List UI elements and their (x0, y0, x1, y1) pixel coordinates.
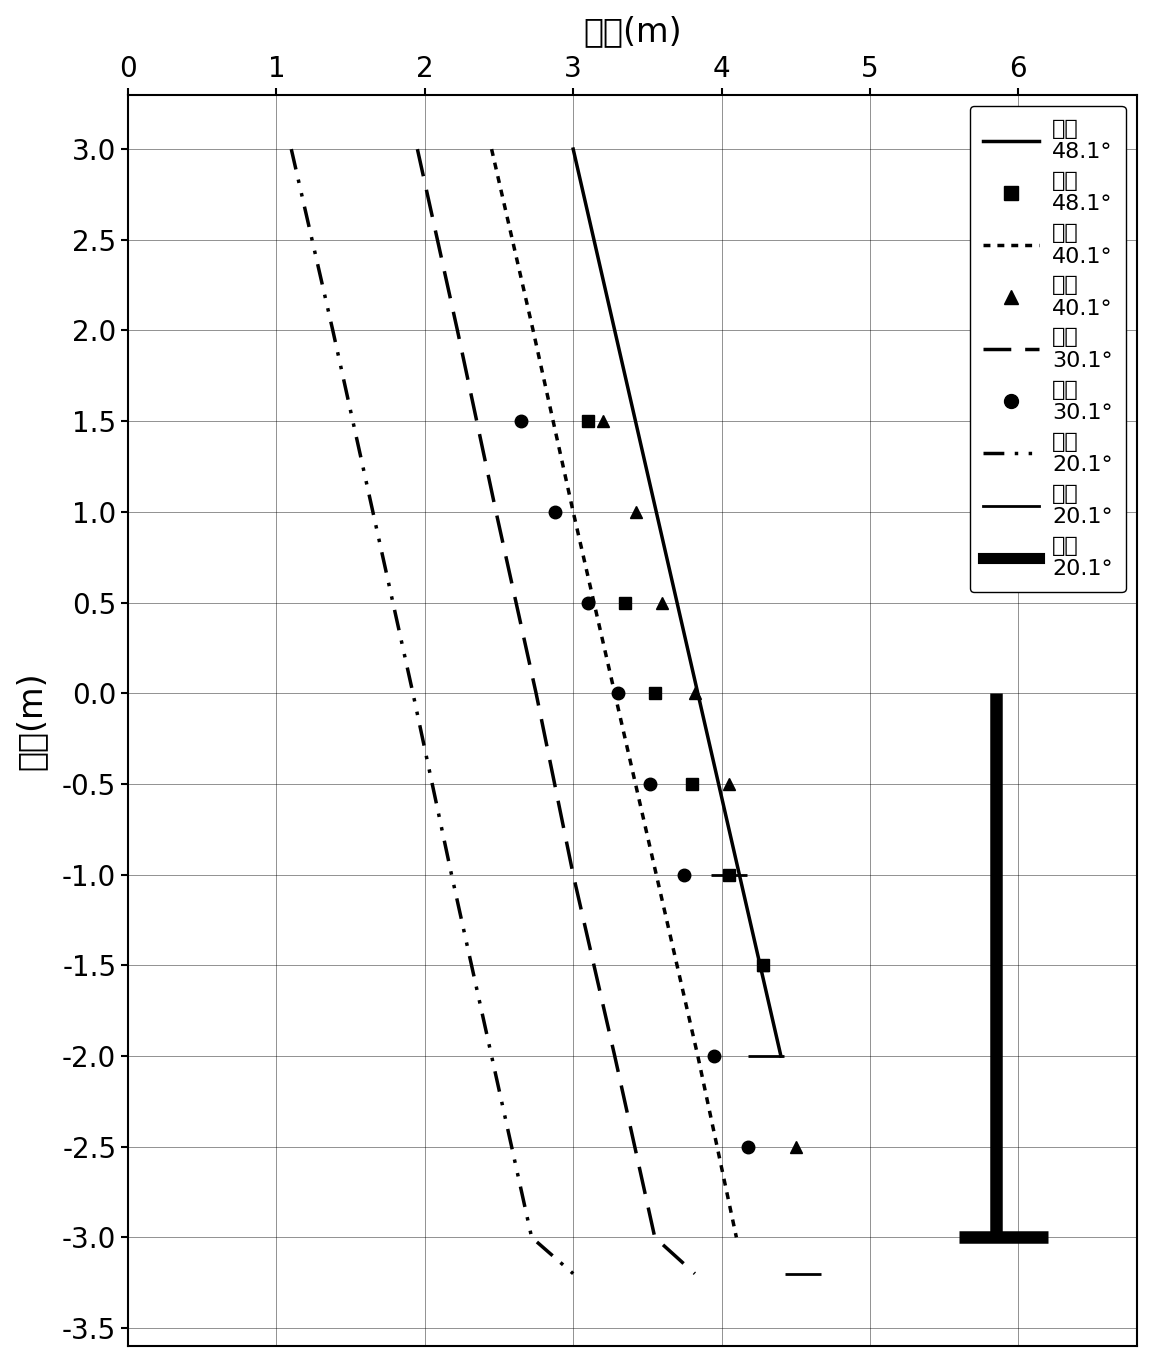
Legend: 模型
48.1°, 高炉
48.1°, 模型
40.1°, 高炉
40.1°, 模型
30.1°, 高炉
30.1°, 模型
20.1°, 高炉
20.1°, : 模型 48.1°, 高炉 48.1°, 模型 40.1°, 高炉 40.1°, … (970, 106, 1126, 593)
Y-axis label: 高度(m): 高度(m) (15, 671, 48, 770)
X-axis label: 半径(m): 半径(m) (583, 15, 682, 48)
